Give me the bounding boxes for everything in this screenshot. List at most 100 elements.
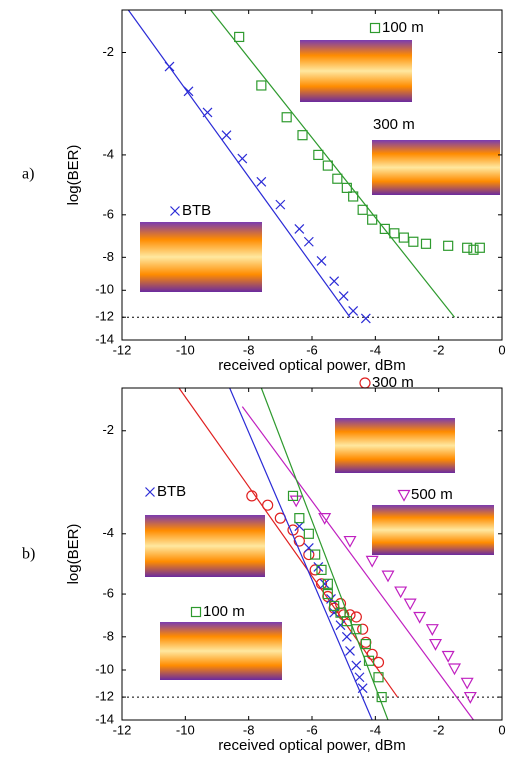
marker [282,113,291,122]
marker [475,243,484,252]
marker [276,200,285,209]
y-tick-label: -8 [102,249,114,264]
marker [358,684,367,693]
x-tick-label: -8 [243,722,255,737]
marker [395,587,406,597]
legend-marker [360,378,370,388]
x-tick-label: -2 [433,342,445,357]
figure: a) log(BER) received optical power, dBm -12… [0,0,507,762]
x-axis-label: received optical power, dBm [218,357,406,374]
marker [257,177,266,186]
x-tick-label: -10 [176,342,195,357]
eye-diagram [335,418,455,473]
marker [355,673,364,682]
marker [263,500,273,510]
legend-label: 100 m [382,19,424,36]
marker [409,237,418,246]
marker [345,537,356,547]
legend-marker [192,608,201,617]
y-axis-label: log(BER) [65,145,82,206]
eye-diagram [160,622,282,680]
marker [238,154,247,163]
y-tick-label: -8 [102,628,114,643]
marker [367,556,378,566]
marker [317,256,326,265]
marker [304,543,313,552]
eye-diagram [372,140,500,195]
legend-marker [146,488,155,497]
eye-diagram [372,505,494,555]
x-tick-label: -4 [370,722,382,737]
marker [346,646,355,655]
marker [358,624,368,634]
legend-marker [171,207,180,216]
marker [390,229,399,238]
marker [414,612,425,622]
marker [361,637,371,647]
x-tick-label: 0 [498,342,505,357]
marker [449,664,460,674]
panel-label: a) [22,166,34,183]
legend-label: BTB [182,202,211,219]
marker [339,292,348,301]
marker [469,245,478,254]
x-tick-label: -8 [243,342,255,357]
x-tick-label: -12 [113,342,132,357]
legend-label: 100 m [203,603,245,620]
marker [349,306,358,315]
y-tick-label: -12 [95,309,114,324]
x-tick-label: -2 [433,722,445,737]
marker [361,314,370,323]
eye-diagram [300,40,412,102]
x-tick-label: -12 [113,722,132,737]
x-tick-label: -6 [306,342,318,357]
marker [314,562,323,571]
marker [444,241,453,250]
marker [330,277,339,286]
y-tick-label: -2 [102,44,114,59]
eye-diagram [140,222,262,292]
marker [422,239,431,248]
marker [405,599,416,609]
marker [304,529,313,538]
marker [333,174,342,183]
marker [203,108,212,117]
y-tick-label: -14 [95,711,114,726]
marker [427,625,438,635]
marker [430,640,441,650]
x-axis-label: received optical power, dBm [218,737,406,754]
marker [465,693,476,703]
marker [291,496,302,506]
y-tick-label: -4 [102,525,114,540]
marker [342,632,351,641]
marker [184,87,193,96]
legend-marker [371,24,380,33]
marker [358,205,367,214]
panel-label: b) [22,546,35,563]
marker [222,131,231,140]
legend-marker [399,491,410,501]
marker [165,62,174,71]
marker [298,131,307,140]
x-tick-label: -6 [306,722,318,737]
marker [314,150,323,159]
marker [462,678,473,688]
x-tick-label: -10 [176,722,195,737]
marker [235,32,244,41]
marker [295,224,304,233]
legend-label: 500 m [411,486,453,503]
y-tick-label: -12 [95,689,114,704]
marker [443,651,454,661]
y-axis-label: log(BER) [65,524,82,585]
marker [383,571,394,581]
marker [352,661,361,670]
y-tick-label: -6 [102,585,114,600]
x-tick-label: 0 [498,722,505,737]
y-tick-label: -10 [95,661,114,676]
y-tick-label: -4 [102,146,114,161]
x-tick-label: -4 [370,342,382,357]
marker [399,233,408,242]
y-tick-label: -14 [95,331,114,346]
marker [463,243,472,252]
marker [295,514,304,523]
